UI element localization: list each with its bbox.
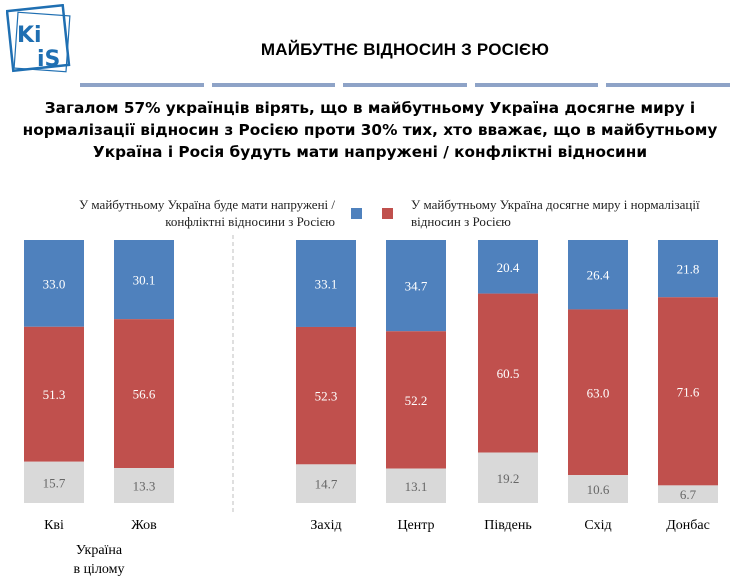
bar-segment-1-3 xyxy=(386,331,446,469)
bar-segment-0-2 xyxy=(296,240,356,327)
bar-segment-0-3 xyxy=(386,240,446,332)
bar-segment-2-1 xyxy=(114,468,174,503)
bar-segment-0-4 xyxy=(478,240,538,294)
legend-label-tense: У майбутньому Україна буде мати напружен… xyxy=(78,197,335,229)
data-label-0-4: 20.4 xyxy=(497,260,520,275)
data-label-2-0: 15.7 xyxy=(43,475,66,490)
bar-segment-1-5 xyxy=(568,309,628,476)
category-label-6: Донбас xyxy=(666,518,710,533)
data-label-2-3: 13.1 xyxy=(405,479,428,494)
bar-segment-0-1 xyxy=(114,240,174,320)
bar-segment-1-2 xyxy=(296,326,356,465)
svg-text:iS: iS xyxy=(37,47,60,72)
bar-segment-1-0 xyxy=(24,326,84,462)
legend-swatch-peace xyxy=(382,208,393,219)
bar-segment-2-2 xyxy=(296,464,356,503)
legend-label-peace: У майбутньому Україна досягне миру і нор… xyxy=(411,197,700,229)
legend-swatch-tense xyxy=(351,208,362,219)
header-rule xyxy=(80,83,730,87)
data-label-1-6: 71.6 xyxy=(677,384,700,399)
data-label-2-1: 13.3 xyxy=(133,479,156,494)
bar-segment-0-0 xyxy=(24,240,84,327)
page-title: МАЙБУТНЄ ВІДНОСИН З РОСІЄЮ xyxy=(260,40,550,59)
data-label-0-2: 33.1 xyxy=(315,276,338,291)
bar-segment-0-6 xyxy=(658,240,718,298)
data-label-1-5: 63.0 xyxy=(587,385,610,400)
group-label-line-1: в цілому xyxy=(73,562,124,577)
kiis-logo: Ki iS xyxy=(6,4,71,73)
data-label-1-1: 56.6 xyxy=(133,387,156,402)
bar-segment-2-4 xyxy=(478,452,538,503)
bar-segment-0-5 xyxy=(568,240,628,310)
data-label-0-0: 33.0 xyxy=(43,276,66,291)
data-label-2-4: 19.2 xyxy=(497,471,520,486)
category-label-2: Захід xyxy=(310,518,341,533)
data-label-1-4: 60.5 xyxy=(497,366,520,381)
data-label-2-2: 14.7 xyxy=(315,477,338,492)
data-label-2-6: 6.7 xyxy=(680,487,697,502)
category-label-0: Кві xyxy=(44,518,64,533)
data-label-0-6: 21.8 xyxy=(677,262,700,277)
bar-segment-1-4 xyxy=(478,293,538,453)
data-label-0-5: 26.4 xyxy=(587,268,610,283)
category-label-1: Жов xyxy=(131,518,157,533)
svg-text:Ki: Ki xyxy=(17,23,42,48)
data-label-1-2: 52.3 xyxy=(315,389,338,404)
category-label-5: Схід xyxy=(584,518,611,533)
category-label-4: Південь xyxy=(484,518,531,533)
bar-segment-1-1 xyxy=(114,319,174,469)
chart-subtitle: Загалом 57% українців вірять, що в майбу… xyxy=(22,99,718,161)
data-label-0-1: 30.1 xyxy=(133,273,156,288)
category-label-3: Центр xyxy=(397,518,434,533)
bar-segment-1-6 xyxy=(658,297,718,486)
data-label-1-3: 52.2 xyxy=(405,393,428,408)
bar-segment-2-6 xyxy=(658,485,718,503)
group-label-line-0: Україна xyxy=(76,543,123,558)
bar-segment-2-0 xyxy=(24,461,84,503)
data-label-0-3: 34.7 xyxy=(405,279,428,294)
bar-segment-2-5 xyxy=(568,475,628,503)
data-label-1-0: 51.3 xyxy=(43,387,66,402)
bar-segment-2-3 xyxy=(386,468,446,503)
data-label-2-5: 10.6 xyxy=(587,482,610,497)
